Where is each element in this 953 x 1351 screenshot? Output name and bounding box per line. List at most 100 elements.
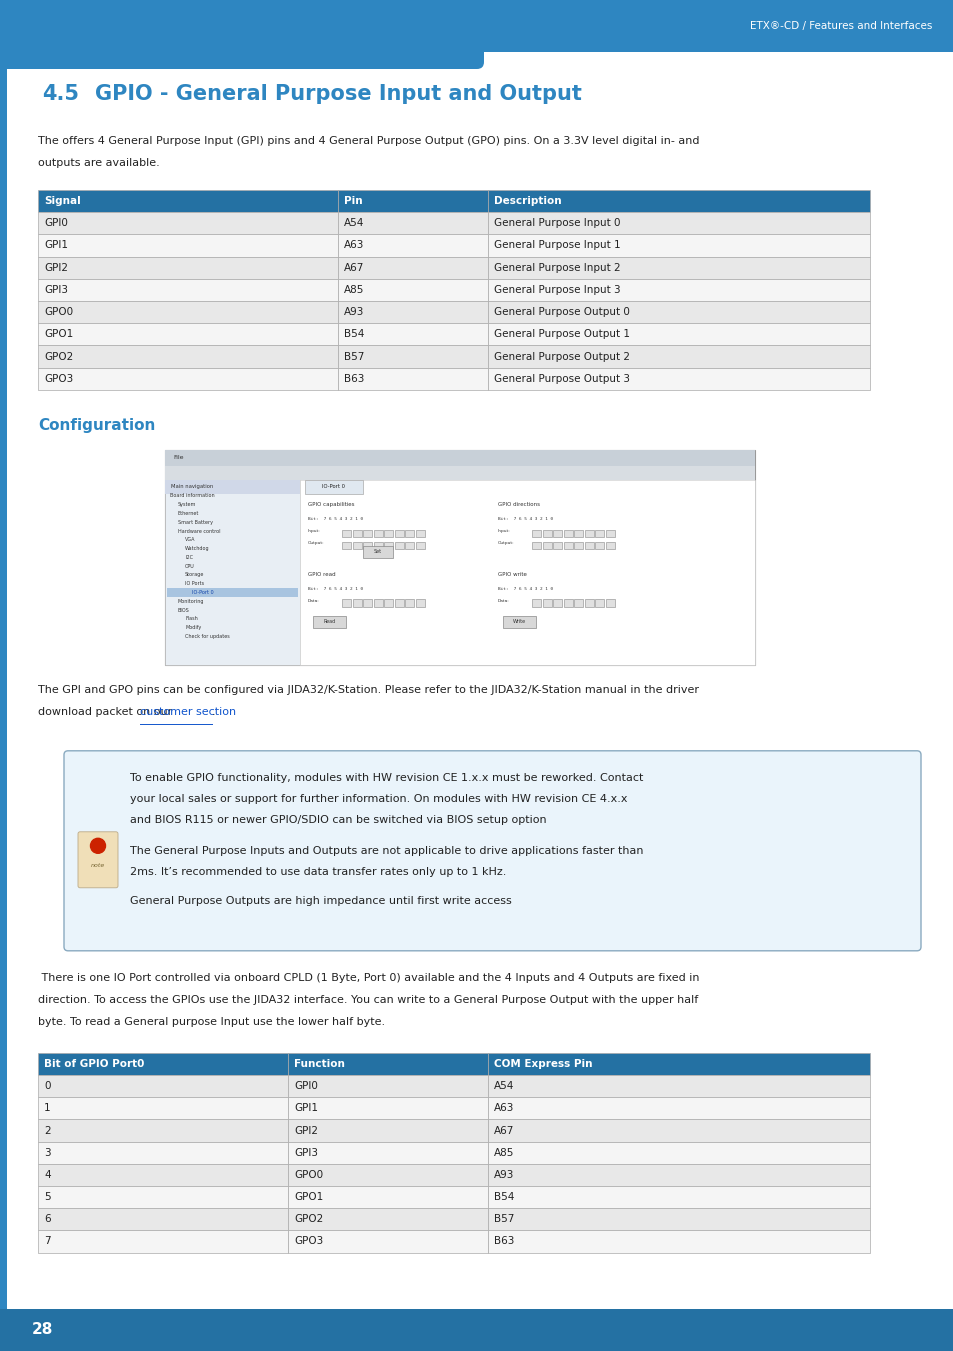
FancyBboxPatch shape [78, 832, 118, 888]
Text: The offers 4 General Purpose Input (GPI) pins and 4 General Purpose Output (GPO): The offers 4 General Purpose Input (GPI)… [38, 136, 699, 146]
Bar [38, 1097, 288, 1120]
Text: Description: Description [494, 196, 561, 207]
Bar [341, 600, 351, 608]
Text: B63: B63 [344, 374, 364, 384]
Text: A63: A63 [344, 240, 364, 250]
Bar [374, 530, 382, 538]
Bar [299, 480, 754, 665]
Bar [38, 1231, 288, 1252]
Bar [488, 257, 869, 278]
Text: IO Ports: IO Ports [185, 581, 204, 586]
Text: Bit:  7 6 5 4 3 2 1 0: Bit: 7 6 5 4 3 2 1 0 [308, 586, 363, 590]
Text: GPI3: GPI3 [294, 1148, 317, 1158]
Text: GPI3: GPI3 [44, 285, 68, 295]
Text: B54: B54 [494, 1192, 514, 1202]
Text: GPI0: GPI0 [44, 219, 68, 228]
Bar [584, 600, 593, 608]
Bar [363, 530, 372, 538]
Text: GPI0: GPI0 [294, 1081, 317, 1092]
Bar [288, 1097, 488, 1120]
Bar [288, 1163, 488, 1186]
Text: General Purpose Output 3: General Purpose Output 3 [494, 374, 629, 384]
Text: Modify: Modify [185, 626, 201, 631]
Text: GPIO directions: GPIO directions [497, 501, 539, 507]
Bar [363, 542, 372, 550]
Text: .: . [212, 707, 215, 717]
Text: General Purpose Output 0: General Purpose Output 0 [494, 307, 629, 317]
Bar [305, 480, 363, 494]
Bar [341, 542, 351, 550]
Bar [563, 542, 572, 550]
Bar [542, 542, 551, 550]
Text: Monitoring: Monitoring [177, 598, 204, 604]
Bar [165, 466, 754, 480]
Text: Data:: Data: [497, 598, 509, 603]
Bar [405, 542, 414, 550]
Text: B57: B57 [344, 351, 364, 362]
Text: Set: Set [374, 550, 381, 554]
Bar [38, 301, 337, 323]
Bar [38, 1163, 288, 1186]
Bar [288, 1208, 488, 1231]
Text: direction. To access the GPIOs use the JIDA32 interface. You can write to a Gene: direction. To access the GPIOs use the J… [38, 994, 698, 1005]
Bar [38, 278, 337, 301]
Text: Input:: Input: [497, 528, 510, 532]
Bar [38, 1142, 288, 1163]
Bar [405, 530, 414, 538]
Text: outputs are available.: outputs are available. [38, 158, 159, 168]
Bar [395, 600, 403, 608]
Text: Read: Read [323, 619, 335, 624]
Text: 2: 2 [44, 1125, 51, 1135]
Bar [38, 323, 337, 346]
Text: B54: B54 [344, 330, 364, 339]
Bar [374, 542, 382, 550]
Bar [488, 1120, 869, 1142]
Bar [488, 1163, 869, 1186]
Text: Main navigation: Main navigation [171, 484, 213, 489]
Text: GPIO - General Purpose Input and Output: GPIO - General Purpose Input and Output [95, 84, 581, 104]
Bar [363, 600, 372, 608]
Text: 4: 4 [44, 1170, 51, 1179]
Text: File: File [172, 455, 183, 461]
Text: I2C: I2C [185, 555, 193, 559]
Text: 3: 3 [44, 1148, 51, 1158]
Bar [337, 367, 488, 390]
Bar [488, 1142, 869, 1163]
Text: Bit of GPIO Port0: Bit of GPIO Port0 [44, 1059, 144, 1069]
Text: A67: A67 [494, 1125, 514, 1135]
Bar [488, 235, 869, 257]
Bar [337, 323, 488, 346]
Text: IO-Port 0: IO-Port 0 [322, 484, 345, 489]
Text: GPO0: GPO0 [44, 307, 73, 317]
Text: ETX®-CD / Features and Interfaces: ETX®-CD / Features and Interfaces [749, 22, 931, 31]
Bar [584, 530, 593, 538]
Text: Watchdog: Watchdog [185, 546, 210, 551]
Text: Bit:  7 6 5 4 3 2 1 0: Bit: 7 6 5 4 3 2 1 0 [308, 517, 363, 520]
Bar [488, 278, 869, 301]
Bar [337, 235, 488, 257]
Bar [488, 1097, 869, 1120]
Bar [502, 616, 536, 628]
Text: General Purpose Output 2: General Purpose Output 2 [494, 351, 629, 362]
Text: Board information: Board information [170, 493, 214, 499]
Bar [488, 1208, 869, 1231]
Text: Ethernet: Ethernet [177, 511, 198, 516]
Bar [38, 190, 337, 212]
Bar [488, 367, 869, 390]
Text: A93: A93 [344, 307, 364, 317]
Bar [488, 1231, 869, 1252]
Text: General Purpose Input 2: General Purpose Input 2 [494, 262, 620, 273]
Text: GPI1: GPI1 [294, 1104, 317, 1113]
Bar [488, 301, 869, 323]
Bar [584, 542, 593, 550]
Bar [337, 212, 488, 235]
Bar [0, 0, 953, 51]
Text: General Purpose Input 1: General Purpose Input 1 [494, 240, 620, 250]
Bar [595, 600, 603, 608]
Text: 0: 0 [44, 1081, 51, 1092]
Bar [405, 600, 414, 608]
Text: GPI1: GPI1 [44, 240, 68, 250]
Text: B63: B63 [494, 1236, 514, 1247]
Text: GPO0: GPO0 [294, 1170, 323, 1179]
Bar [288, 1120, 488, 1142]
